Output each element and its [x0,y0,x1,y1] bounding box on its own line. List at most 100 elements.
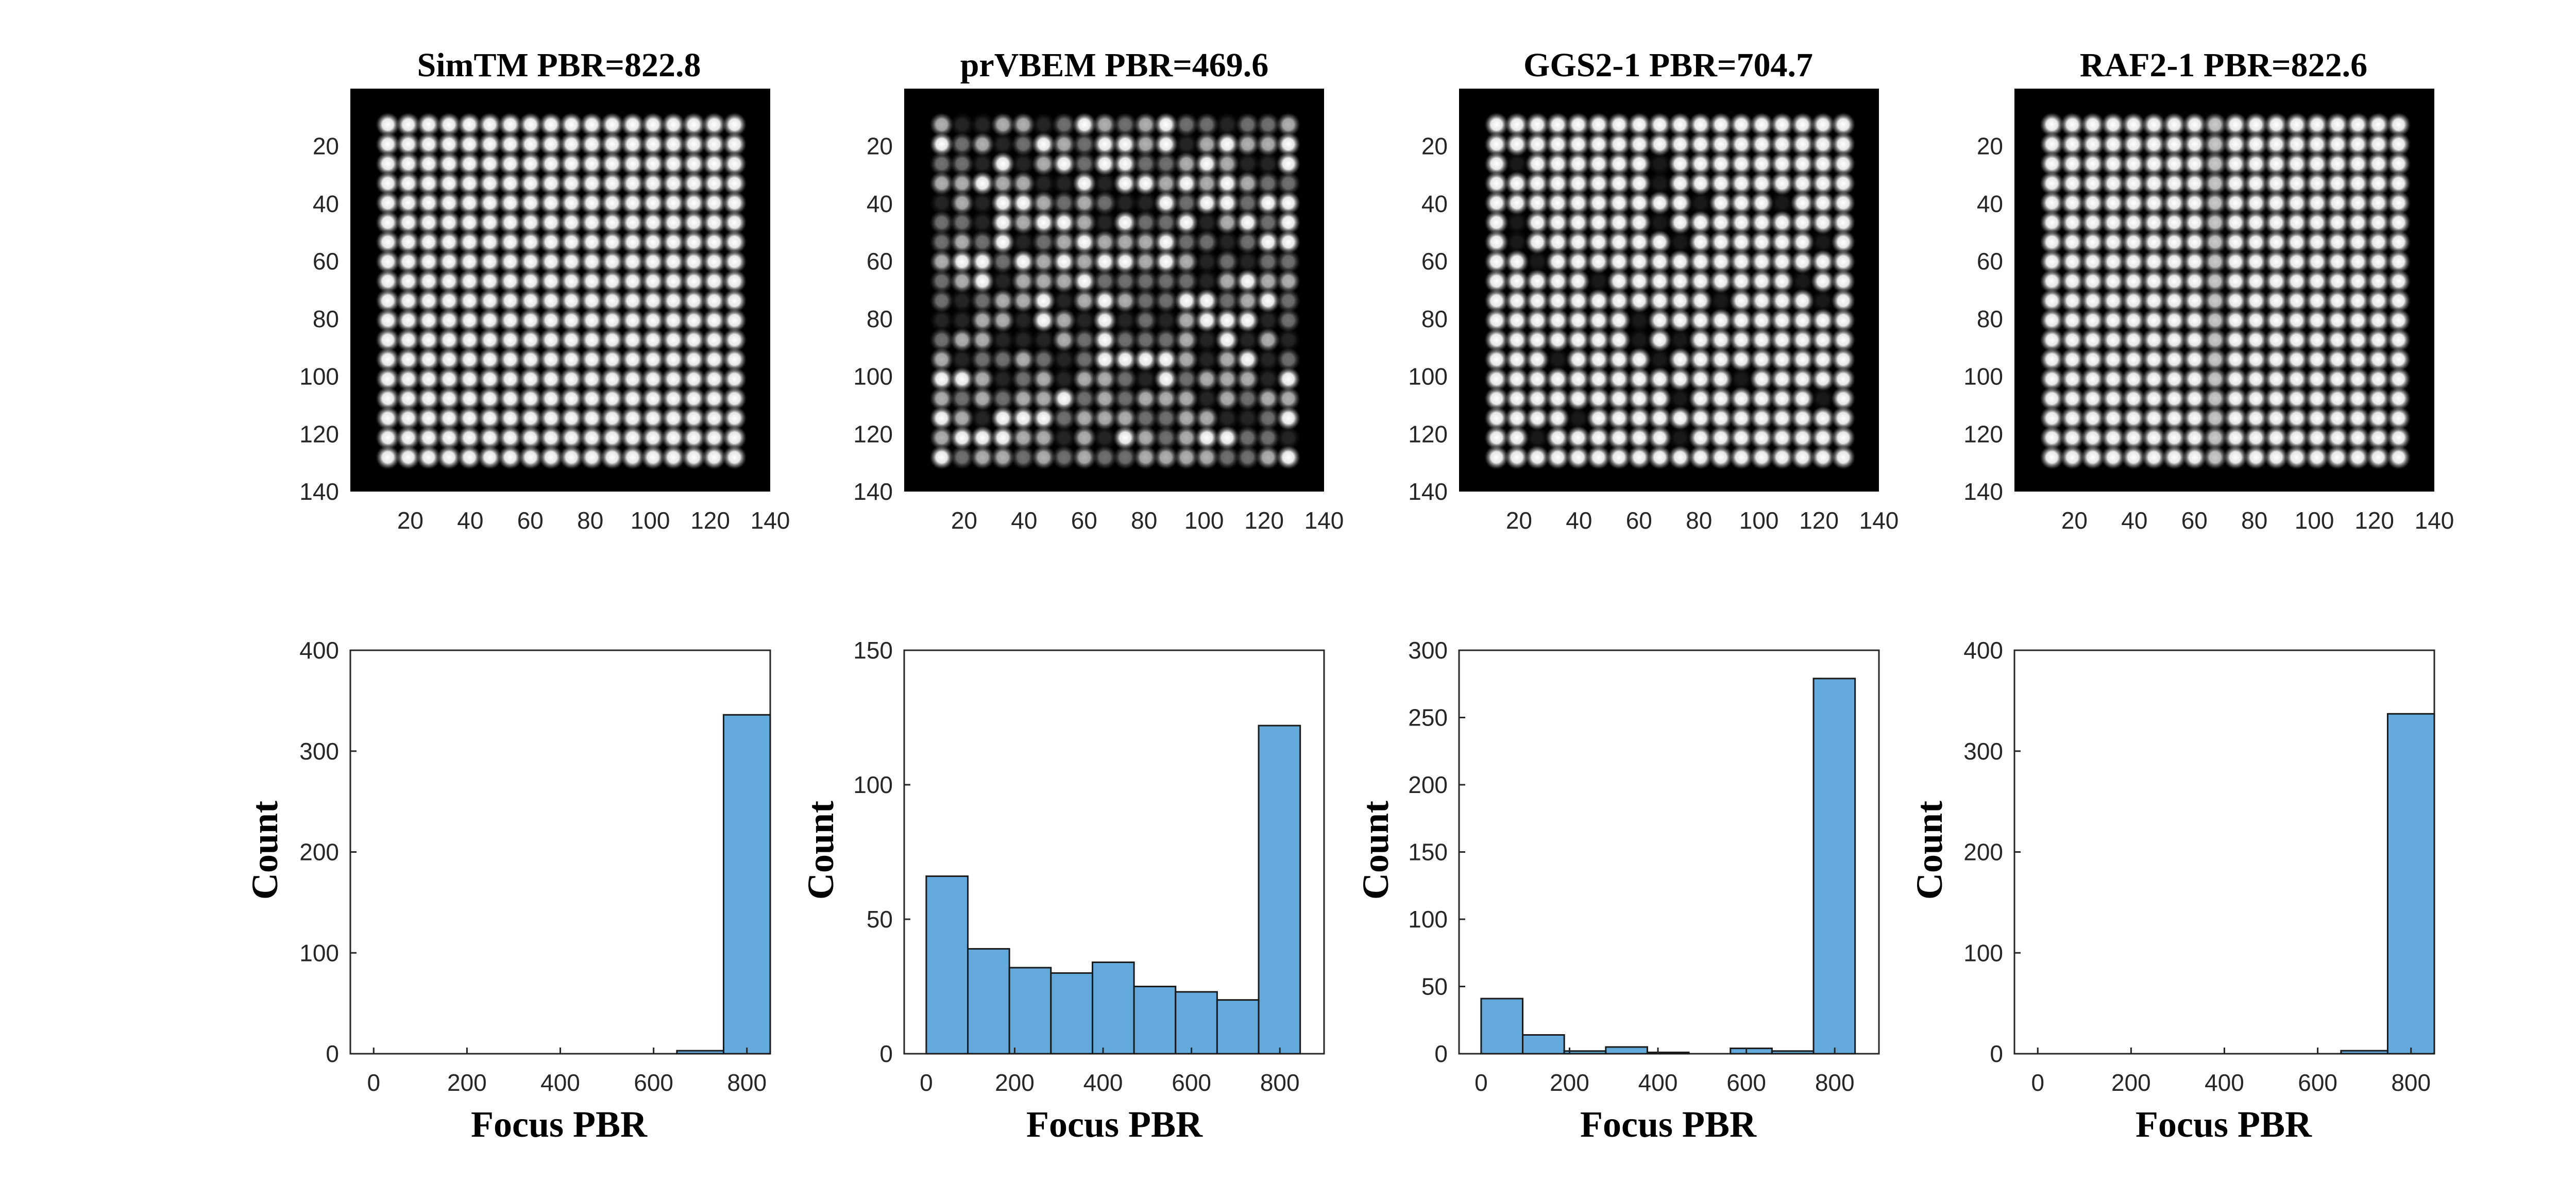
image-spot [1790,288,1816,314]
image-spot [2161,210,2187,235]
image-spot [395,131,421,157]
image-spot [2304,308,2330,333]
image-spot [2243,190,2269,216]
image-spot [2284,347,2310,373]
image-spot [2141,366,2167,392]
image-spot [599,190,625,216]
image-spot [1153,229,1179,255]
y-tick-label: 80 [867,306,893,332]
image-spot [929,131,955,157]
image-spot [1728,425,1754,451]
y-tick-label: 100 [1963,363,2003,390]
image-spot [2121,131,2146,157]
image-spot [2039,347,2065,373]
image-spot [2243,444,2269,470]
y-tick-label: 200 [299,839,339,866]
image-spot [1749,308,1774,333]
image-spot [375,308,401,333]
image-spot [2284,210,2310,235]
image-spot [1484,425,1510,451]
image-spot [1133,229,1159,255]
image-spot [660,386,686,412]
image-spot [375,327,401,353]
y-tick-label: 120 [299,420,339,447]
image-spot [949,249,975,275]
image-spot [1194,386,1219,412]
image-spot [2202,288,2228,314]
image-spot [579,171,605,196]
histogram-bar [722,714,771,1055]
image-spot [2100,112,2126,138]
image-spot [2223,444,2248,470]
image-spot [2039,425,2065,451]
image-spot [1545,288,1571,314]
image-spot [2161,151,2187,177]
image-spot [518,386,544,412]
image-spot [2386,229,2412,255]
image-spot [1545,151,1571,177]
y-tick-label: 140 [853,478,893,505]
image-spot [1194,190,1219,216]
x-tick-label: 200 [995,1069,1035,1096]
image-spot [2059,112,2085,138]
image-spot [1790,112,1816,138]
image-spot [2080,190,2106,216]
image-spot [2263,151,2289,177]
image-spot [1524,190,1550,216]
image-spot [1831,425,1856,451]
x-ticks: 20 40 60 80 100 120 140 [951,507,1344,534]
image-spot [660,131,686,157]
image-spot [1769,249,1795,275]
image-spot [1586,288,1612,314]
image-spot [558,268,584,294]
image-spot [538,347,564,373]
image-spot [518,327,544,353]
x-ticks: 20 40 60 80 100 120 140 [397,507,790,534]
image-spot [620,444,646,470]
image-spot [558,249,584,275]
image-spot [701,425,727,451]
image-spot [2223,131,2248,157]
y-tick-label: 20 [1977,133,2003,160]
image-spot [1626,308,1652,333]
image-spot [620,327,646,353]
image-spot [1626,386,1652,412]
image-spot [1153,151,1179,177]
image-spot [970,327,995,353]
image-spot [436,131,462,157]
image-spot [2080,131,2106,157]
image-spot [1749,327,1774,353]
image-spot [2141,131,2167,157]
image-spot [1010,444,1036,470]
image-spot [1688,327,1714,353]
image-spot [2386,444,2412,470]
image-spot [1586,249,1612,275]
image-spot [949,366,975,392]
image-spot [477,347,503,373]
y-tick-label: 120 [853,420,893,447]
image-spot [599,210,625,235]
image-spot [1194,268,1219,294]
image-spot [1194,347,1219,373]
histogram-bar [1008,967,1052,1055]
image-spot [1504,308,1530,333]
image-spot [1688,151,1714,177]
x-tick-label: 120 [1799,507,1839,534]
image-spot [1810,444,1836,470]
image-spot [660,151,686,177]
image-spot [1092,347,1117,373]
image-spot [375,229,401,255]
image-spot [1586,327,1612,353]
image-spot [1031,444,1057,470]
image-spot [1524,151,1550,177]
image-spot [2386,347,2412,373]
image-spot [2121,425,2146,451]
image-spot [1810,327,1836,353]
image-spot [1194,406,1219,431]
image-spot [1112,190,1138,216]
image-spot [1031,327,1057,353]
image-spot [1153,366,1179,392]
image-spot [1831,190,1856,216]
image-spot [1831,112,1856,138]
image-spot [2202,366,2228,392]
